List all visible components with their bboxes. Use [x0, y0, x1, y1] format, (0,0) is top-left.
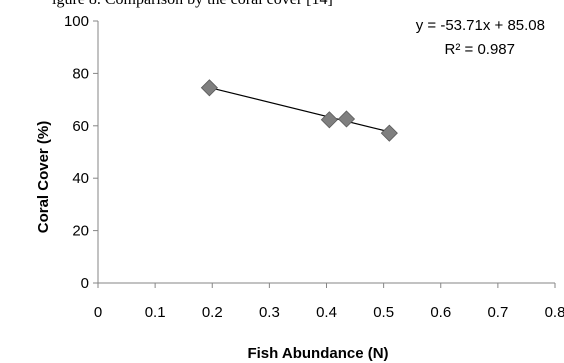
- clipped-caption: igure 8. Comparison by the coral cover […: [0, 0, 564, 10]
- trendline: [209, 86, 390, 133]
- y-axis-label: Coral Cover (%): [35, 121, 52, 234]
- x-tick-label: 0.6: [430, 304, 451, 321]
- y-tick-label: 80: [72, 65, 89, 82]
- y-tick-label: 40: [72, 170, 89, 187]
- x-tick-label: 0.7: [487, 304, 508, 321]
- x-tick-label: 0.8: [545, 304, 564, 321]
- x-tick-label: 0.2: [202, 304, 223, 321]
- y-tick-label: 0: [81, 275, 89, 292]
- axes: [93, 20, 556, 288]
- y-tick-label: 60: [72, 118, 89, 135]
- x-tick-labels: 0 0.1 0.2 0.3 0.4 0.5 0.6 0.7 0.8: [94, 304, 564, 321]
- data-points: [200, 79, 398, 142]
- data-point: [320, 111, 338, 129]
- clipped-caption-text: igure 8. Comparison by the coral cover […: [52, 0, 333, 9]
- y-tick-label: 20: [72, 223, 89, 240]
- data-point: [200, 79, 218, 97]
- trendline-group: [209, 86, 390, 133]
- y-tick-label: 100: [64, 13, 89, 30]
- trendline-equation: y = -53.71x + 85.08: [416, 17, 545, 34]
- x-tick-label: 0.4: [316, 304, 337, 321]
- x-tick-label: 0.1: [145, 304, 166, 321]
- y-tick-labels: 0 20 40 60 80 100: [64, 13, 89, 292]
- x-tick-label: 0.3: [259, 304, 280, 321]
- r-squared-label: R² = 0.987: [445, 41, 515, 58]
- x-tick-label: 0: [94, 304, 102, 321]
- data-point: [337, 110, 356, 128]
- data-point: [380, 124, 398, 142]
- x-axis-label: Fish Abundance (N): [247, 345, 388, 362]
- x-tick-label: 0.5: [373, 304, 394, 321]
